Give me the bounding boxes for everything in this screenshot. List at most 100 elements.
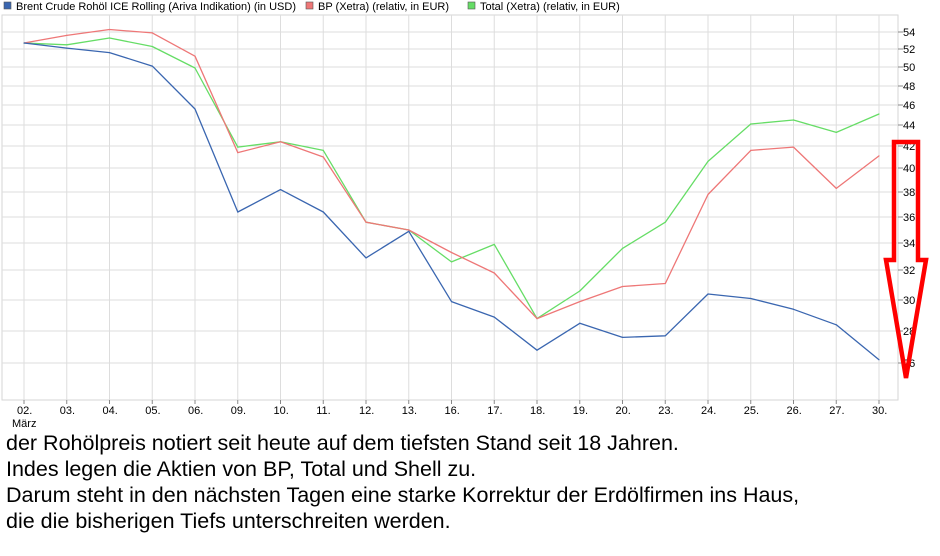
y-tick-label: 40 <box>903 163 915 175</box>
x-tick-label: 05. <box>145 405 160 417</box>
x-tick-label: 11. <box>316 405 330 417</box>
series-1-point <box>493 316 495 318</box>
x-tick-label: 04. <box>103 405 118 417</box>
x-tick-label: 10. <box>274 405 289 417</box>
series-2-point <box>792 146 795 148</box>
legend-swatch-1 <box>3 1 12 10</box>
series-2-point <box>237 152 239 154</box>
series-3-point <box>579 290 581 292</box>
series-1-point <box>664 335 666 337</box>
x-tick-label: 26. <box>787 405 802 417</box>
series-1-point <box>450 300 453 303</box>
x-tick-label: 13. <box>402 405 417 417</box>
y-tick-label: 36 <box>903 212 915 224</box>
series-2-point <box>151 32 153 34</box>
series-2-point <box>664 282 666 285</box>
series-1-point <box>408 230 410 232</box>
series-2-point <box>621 285 624 288</box>
x-tick-label: 18. <box>530 405 545 417</box>
y-tick-label: 32 <box>903 265 915 277</box>
series-2-point <box>108 28 111 31</box>
x-tick-sublabel: März <box>12 418 36 430</box>
caption-line-2: Indes legen die Aktien von BP, Total und… <box>6 457 477 481</box>
series-3-point <box>450 261 453 263</box>
x-tick-label: 09. <box>231 405 246 417</box>
series-1-point <box>792 308 795 310</box>
series-2-point <box>750 149 752 151</box>
y-tick-label: 44 <box>903 120 915 132</box>
y-tick-label: 38 <box>903 187 915 199</box>
series-2-point <box>66 34 68 37</box>
series-3-point <box>322 149 324 151</box>
series-lines <box>23 28 880 361</box>
series-1-point <box>835 324 837 326</box>
x-tick-label: 03. <box>60 405 75 417</box>
y-tick-label: 30 <box>903 295 915 307</box>
series-2-point <box>536 318 538 320</box>
series-3-point <box>621 247 624 249</box>
series-3-point <box>707 160 709 162</box>
legend-label-1: Brent Crude Rohöl ICE Rolling (Ariva Ind… <box>16 1 296 13</box>
series-2-point <box>707 193 709 196</box>
series-1-point <box>621 336 624 338</box>
x-tick-label: 17. <box>487 405 502 417</box>
caption-line-4: die die bisherigen Tiefs unterschreiten … <box>6 509 451 533</box>
x-tick-label: 16. <box>445 405 460 417</box>
series-2-point <box>493 272 495 274</box>
series-3-point <box>151 45 153 48</box>
y-tick-label: 50 <box>903 62 915 74</box>
series-3-point <box>835 131 837 133</box>
x-tick-label: 30. <box>872 405 887 417</box>
x-tick-label: 06. <box>188 405 203 417</box>
series-3-point <box>493 243 495 245</box>
series-3-point <box>664 221 666 223</box>
x-tick-label: 24. <box>701 405 716 417</box>
legend-label-3: Total (Xetra) (relativ, in EUR) <box>480 1 620 13</box>
y-tick-label: 48 <box>903 81 915 93</box>
plot-frame <box>1 14 899 401</box>
series-2-point <box>835 187 837 189</box>
series-1-point <box>23 42 25 44</box>
series-3-point <box>66 44 68 46</box>
legend-label-2: BP (Xetra) (relativ, in EUR) <box>318 1 449 13</box>
legend-swatch-2 <box>305 1 314 10</box>
line-chart: Brent Crude Rohöl ICE Rolling (Ariva Ind… <box>1 1 929 430</box>
series-2-point <box>279 141 282 143</box>
series-2-point <box>408 229 410 231</box>
y-tick-label: 52 <box>903 44 915 56</box>
series-2-point <box>322 156 324 158</box>
series-1-point <box>365 257 367 259</box>
series-1-point <box>750 297 752 300</box>
x-tick-label: 02. <box>17 405 32 417</box>
series-2-point <box>878 155 880 157</box>
series-3-point <box>878 113 880 115</box>
series-3-point <box>237 146 239 148</box>
series-1-point <box>878 359 880 361</box>
series-3-point <box>792 119 795 121</box>
chart-legend: Brent Crude Rohöl ICE Rolling (Ariva Ind… <box>3 1 620 13</box>
annotation-arrow <box>883 139 929 379</box>
series-1-point <box>108 52 111 54</box>
x-tick-label: 27. <box>829 405 844 417</box>
y-tick-label: 34 <box>903 238 915 250</box>
series-1-point <box>279 189 282 191</box>
series-1-point <box>322 211 324 213</box>
caption-line-1: der Rohölpreis notiert seit heute auf de… <box>6 431 679 455</box>
series-1-point <box>579 322 581 324</box>
x-axis-ticks: 02. 03. 04. 05. 06. 09. 10. 11. 12. 13. 16. 17. 18. 1… <box>12 400 887 430</box>
series-1-point <box>66 47 68 49</box>
x-tick-label: 20. <box>616 405 631 417</box>
series-2-point <box>450 251 453 254</box>
series-3-point <box>108 37 111 39</box>
x-tick-label: 12. <box>359 405 374 417</box>
down-arrow-icon <box>883 139 929 379</box>
series-1-point <box>707 293 709 295</box>
caption-line-3: Darum steht in den nächsten Tagen eine s… <box>6 483 800 507</box>
legend-swatch-3 <box>467 1 476 10</box>
x-tick-label: 25. <box>744 405 759 417</box>
series-2-point <box>194 55 196 57</box>
series-1-point <box>536 349 538 351</box>
series-1-point <box>237 211 239 213</box>
series-2-point <box>365 221 367 223</box>
caption-text: der Rohölpreis notiert seit heute auf de… <box>6 430 936 534</box>
